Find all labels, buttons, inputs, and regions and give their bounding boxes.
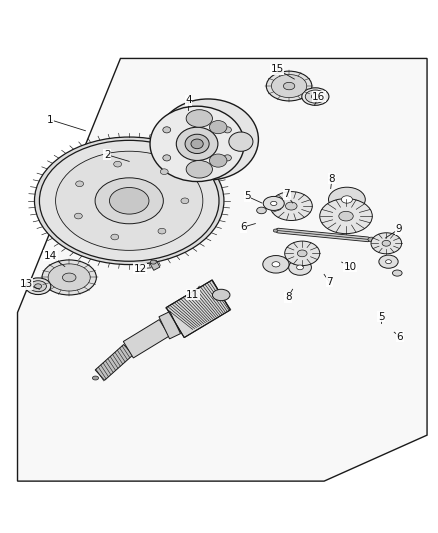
Ellipse shape (114, 161, 122, 167)
Ellipse shape (209, 154, 227, 167)
Ellipse shape (48, 264, 90, 291)
Text: 6: 6 (240, 222, 247, 232)
Ellipse shape (30, 281, 46, 292)
Polygon shape (124, 320, 169, 358)
Ellipse shape (160, 169, 168, 174)
Ellipse shape (272, 262, 280, 267)
Text: 10: 10 (344, 262, 357, 271)
Ellipse shape (150, 260, 156, 264)
Ellipse shape (111, 234, 119, 240)
Text: 2: 2 (104, 150, 111, 160)
Ellipse shape (191, 139, 203, 149)
Ellipse shape (341, 196, 353, 203)
Text: 16: 16 (312, 92, 325, 102)
Ellipse shape (35, 284, 42, 288)
Ellipse shape (42, 260, 96, 295)
Ellipse shape (76, 181, 84, 187)
Ellipse shape (193, 113, 201, 119)
Ellipse shape (328, 187, 365, 212)
Ellipse shape (209, 120, 227, 134)
Ellipse shape (339, 211, 353, 221)
Ellipse shape (286, 202, 297, 210)
Ellipse shape (302, 88, 329, 106)
Text: 7: 7 (283, 189, 290, 199)
Ellipse shape (289, 260, 311, 275)
Polygon shape (159, 311, 180, 339)
Ellipse shape (257, 207, 266, 214)
Ellipse shape (181, 198, 189, 204)
Ellipse shape (163, 155, 171, 161)
Ellipse shape (163, 127, 171, 133)
Ellipse shape (311, 94, 319, 99)
Ellipse shape (263, 197, 284, 211)
Text: 1: 1 (47, 115, 54, 125)
Text: 6: 6 (396, 332, 403, 342)
Ellipse shape (379, 255, 398, 268)
Ellipse shape (297, 265, 304, 270)
Ellipse shape (223, 155, 231, 161)
Ellipse shape (271, 201, 277, 206)
Polygon shape (166, 280, 230, 337)
Ellipse shape (263, 255, 289, 273)
Ellipse shape (229, 132, 253, 151)
Ellipse shape (371, 233, 402, 254)
Ellipse shape (223, 133, 246, 152)
Ellipse shape (185, 134, 209, 154)
Ellipse shape (285, 241, 320, 265)
Polygon shape (18, 59, 427, 481)
Text: 5: 5 (378, 312, 385, 322)
Text: 13: 13 (20, 279, 33, 289)
Ellipse shape (212, 289, 230, 301)
Ellipse shape (56, 151, 203, 251)
Ellipse shape (273, 229, 278, 232)
Ellipse shape (223, 127, 231, 133)
Ellipse shape (392, 270, 402, 276)
Ellipse shape (283, 82, 295, 90)
Ellipse shape (63, 273, 76, 282)
Ellipse shape (266, 71, 312, 101)
Ellipse shape (25, 278, 51, 295)
Ellipse shape (186, 110, 212, 127)
Text: 15: 15 (271, 64, 284, 75)
Ellipse shape (95, 178, 163, 224)
Text: 9: 9 (395, 224, 402, 235)
Text: 4: 4 (185, 95, 192, 105)
Ellipse shape (186, 160, 212, 178)
Ellipse shape (270, 191, 312, 221)
Ellipse shape (92, 376, 99, 380)
Ellipse shape (74, 213, 82, 219)
Ellipse shape (297, 250, 307, 257)
Ellipse shape (382, 240, 391, 246)
Ellipse shape (158, 228, 166, 234)
Ellipse shape (272, 75, 307, 98)
Ellipse shape (39, 140, 219, 261)
Text: 5: 5 (244, 191, 251, 201)
Ellipse shape (193, 169, 201, 175)
Text: 11: 11 (186, 290, 199, 300)
Ellipse shape (176, 127, 218, 160)
Text: 14: 14 (44, 251, 57, 261)
Ellipse shape (158, 99, 258, 180)
Ellipse shape (150, 106, 244, 182)
Ellipse shape (35, 137, 224, 264)
Ellipse shape (385, 260, 392, 264)
Ellipse shape (305, 90, 325, 103)
Text: 12: 12 (134, 264, 147, 273)
Text: 7: 7 (326, 277, 333, 287)
Polygon shape (150, 261, 160, 270)
Ellipse shape (110, 188, 149, 214)
Text: 8: 8 (285, 292, 292, 302)
Text: 8: 8 (328, 174, 336, 184)
Polygon shape (95, 344, 133, 381)
Ellipse shape (320, 199, 372, 233)
Ellipse shape (368, 237, 375, 241)
